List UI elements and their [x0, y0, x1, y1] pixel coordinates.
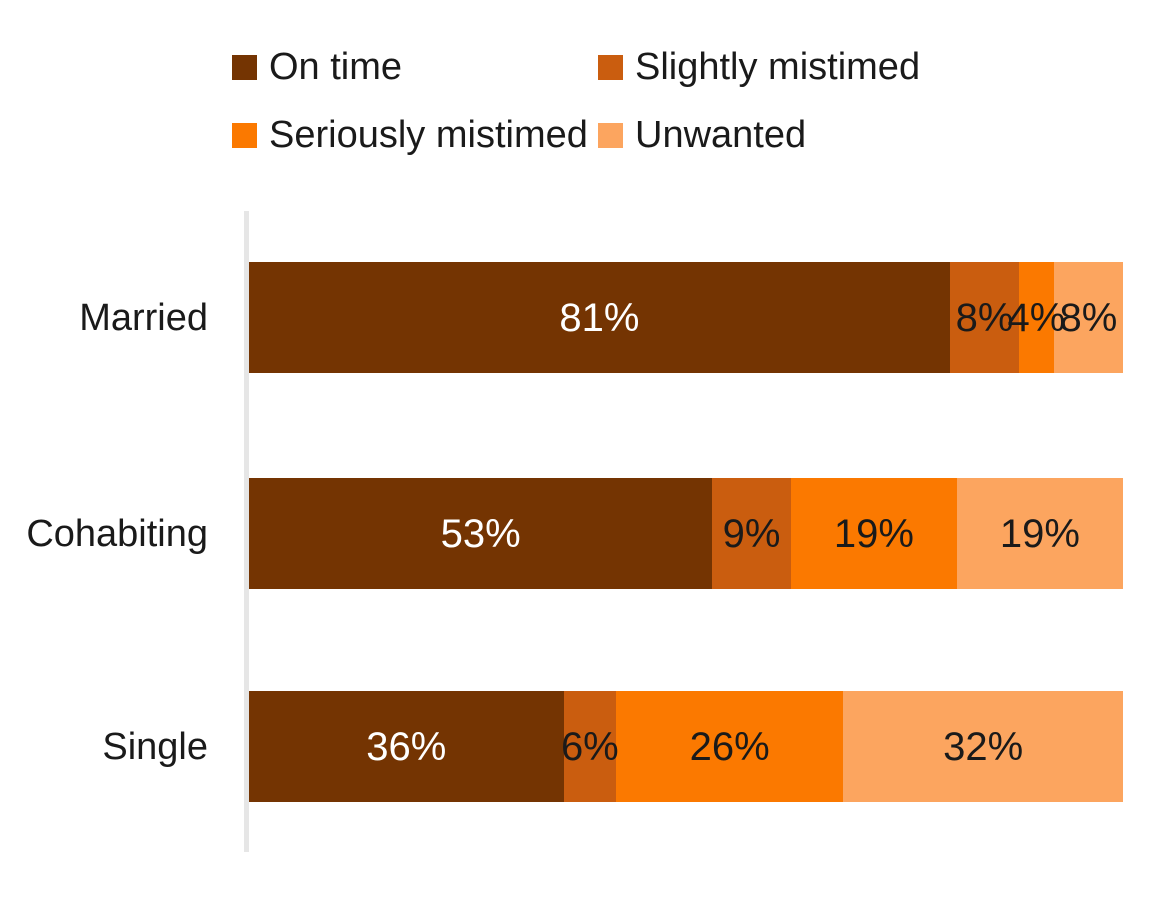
bar-segments: 53% 9% 19% 19% — [249, 478, 1123, 589]
bar-segment: 4% — [1008, 262, 1065, 373]
bar-value-label: 6% — [560, 724, 619, 769]
bar-segments: 81% 8% 4% 8% — [249, 262, 1123, 373]
axis-gap — [208, 478, 249, 589]
bar-segment: 81% — [249, 262, 950, 373]
category-label: Cohabiting — [26, 512, 208, 555]
bar-segment: 53% — [249, 478, 713, 589]
legend-swatch-icon — [232, 122, 257, 148]
bar-row: Cohabiting 53% 9% 19% 19% — [0, 478, 1123, 589]
bar-segment: 8% — [949, 262, 1020, 373]
axis-gap — [208, 691, 249, 802]
legend-swatch-icon — [598, 122, 623, 148]
bar-value-label: 4% — [1007, 295, 1066, 340]
bar-value-label: 19% — [999, 511, 1080, 556]
bar-segment: 36% — [249, 691, 564, 802]
y-axis-line — [244, 211, 249, 852]
bar-value-label: 8% — [955, 295, 1014, 340]
category-label: Married — [79, 296, 208, 339]
legend-item: Unwanted — [598, 116, 806, 154]
bar-row: Married 81% 8% 4% 8% — [0, 262, 1123, 373]
legend-swatch-icon — [598, 54, 623, 80]
legend-label: Slightly mistimed — [635, 46, 921, 88]
bar-value-label: 81% — [559, 295, 640, 340]
legend-item: On time — [232, 48, 402, 86]
legend-item: Seriously mistimed — [232, 116, 588, 154]
bar-value-label: 36% — [366, 724, 447, 769]
bar-segment: 26% — [616, 691, 844, 802]
bar-value-label: 53% — [440, 511, 521, 556]
legend-label: Unwanted — [635, 114, 807, 156]
bar-value-label: 19% — [833, 511, 914, 556]
bar-segment: 6% — [560, 691, 619, 802]
bar-segment: 8% — [1053, 262, 1123, 373]
legend-swatch-icon — [232, 54, 257, 80]
legend-item: Slightly mistimed — [598, 48, 920, 86]
category-label: Single — [102, 725, 208, 768]
bar-segment: 19% — [956, 478, 1123, 589]
axis-gap — [208, 262, 249, 373]
bar-segment: 32% — [843, 691, 1123, 802]
bar-row: Single 36% 6% 26% 32% — [0, 691, 1123, 802]
bar-value-label: 9% — [722, 511, 781, 556]
bar-value-label: 26% — [689, 724, 770, 769]
bar-segments: 36% 6% 26% 32% — [249, 691, 1123, 802]
bar-value-label: 32% — [943, 724, 1024, 769]
legend-label: On time — [269, 46, 403, 88]
bar-segment: 9% — [712, 478, 791, 589]
legend-label: Seriously mistimed — [269, 114, 588, 156]
bar-segment: 19% — [790, 478, 957, 589]
bar-value-label: 8% — [1059, 295, 1118, 340]
